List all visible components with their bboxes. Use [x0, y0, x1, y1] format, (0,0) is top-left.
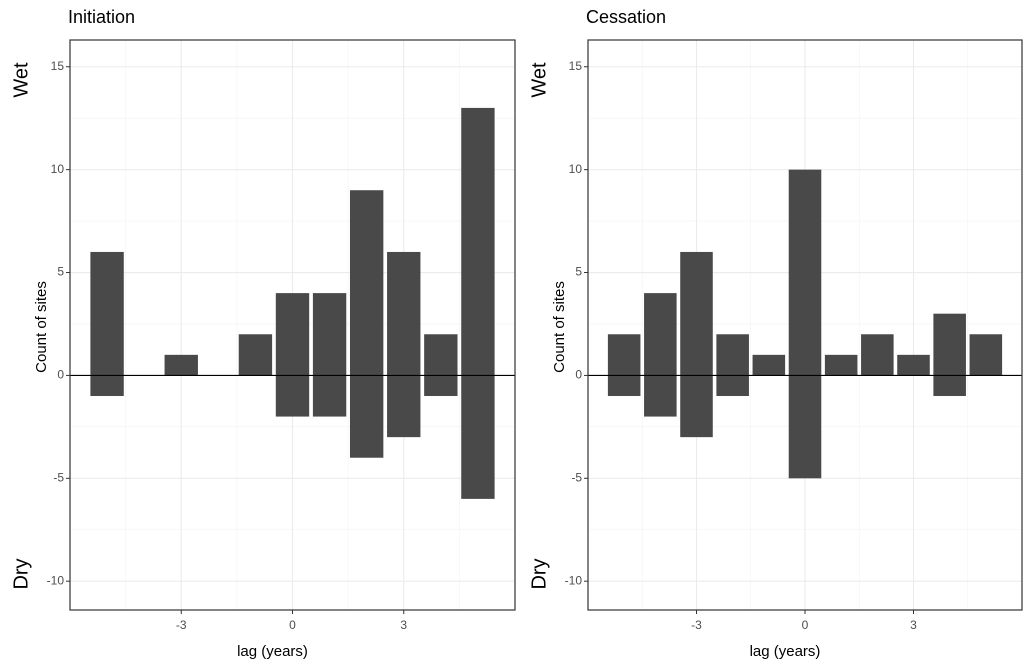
x-axis-label: lag (years) — [750, 643, 821, 660]
bar — [275, 375, 310, 417]
bar — [607, 375, 641, 396]
bar — [788, 375, 822, 479]
bar — [387, 375, 421, 438]
y-tick-label: 0 — [575, 368, 582, 382]
bar — [164, 354, 198, 376]
x-tick-label: 0 — [802, 618, 809, 632]
bar — [607, 334, 641, 376]
y-tick-label: -10 — [47, 573, 65, 587]
bar — [644, 375, 677, 417]
x-tick-label: -3 — [691, 618, 702, 632]
bar — [680, 375, 713, 438]
bar — [716, 334, 749, 376]
y-tick-label: 10 — [569, 162, 583, 176]
bar — [349, 375, 384, 458]
y-tick-label: 10 — [51, 162, 65, 176]
bar — [349, 190, 384, 376]
dry-annotation: Dry — [10, 558, 32, 589]
y-axis-label: Count of sites — [551, 281, 568, 373]
bar — [90, 251, 124, 376]
y-tick-label: 5 — [575, 265, 582, 279]
bar — [824, 354, 858, 376]
bar — [788, 169, 822, 376]
chart-title: Initiation — [68, 7, 135, 27]
wet-annotation: Wet — [10, 62, 32, 98]
bar — [644, 293, 677, 376]
y-tick-label: 15 — [569, 59, 583, 73]
bar — [238, 334, 273, 376]
wet-annotation: Wet — [528, 62, 550, 98]
x-tick-label: 0 — [289, 618, 296, 632]
bar — [312, 375, 347, 417]
x-tick-label: 3 — [910, 618, 917, 632]
y-axis-label: Count of sites — [33, 281, 50, 373]
bar — [933, 375, 966, 396]
bar — [424, 375, 458, 396]
bar — [461, 107, 495, 376]
x-tick-label: 3 — [400, 618, 407, 632]
bar — [312, 293, 347, 376]
bar — [933, 313, 966, 376]
x-tick-label: -3 — [176, 618, 187, 632]
bar — [969, 334, 1003, 376]
bar — [387, 251, 421, 376]
bar — [424, 334, 458, 376]
bar — [275, 293, 310, 376]
y-tick-label: -10 — [565, 573, 583, 587]
x-axis-label: lag (years) — [237, 643, 308, 660]
bar — [752, 354, 786, 376]
bar — [716, 375, 749, 396]
bar — [461, 375, 495, 499]
bar — [861, 334, 894, 376]
dry-annotation: Dry — [528, 558, 550, 589]
y-tick-label: -5 — [571, 470, 582, 484]
y-tick-label: 0 — [57, 368, 64, 382]
y-tick-label: 15 — [51, 59, 65, 73]
bar — [90, 375, 124, 396]
chart-title: Cessation — [586, 7, 666, 27]
bar — [680, 251, 713, 376]
y-tick-label: 5 — [57, 265, 64, 279]
bar — [897, 354, 930, 376]
y-tick-label: -5 — [53, 470, 64, 484]
